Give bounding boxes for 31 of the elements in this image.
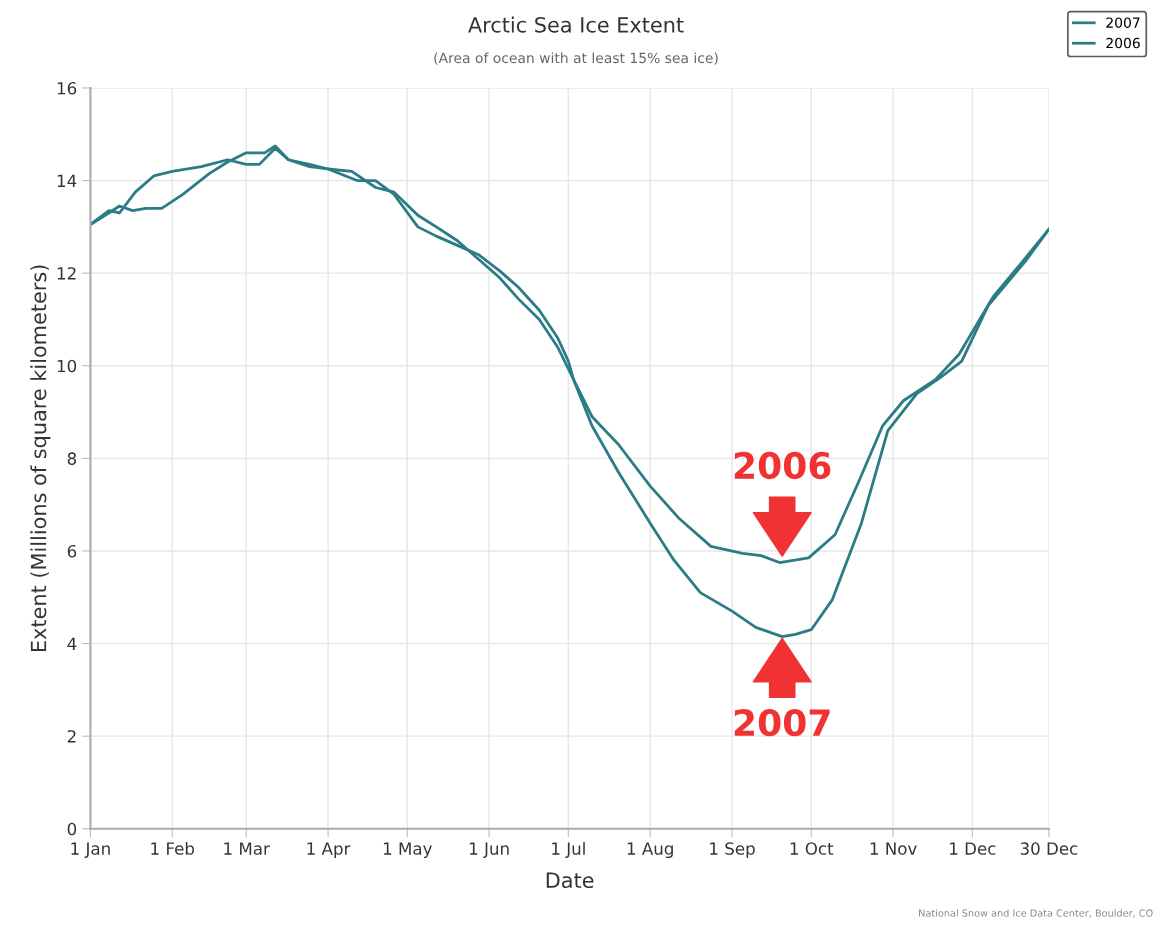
x-tick-label: 1 Nov bbox=[870, 842, 917, 855]
legend-label: 2007 bbox=[1106, 17, 1140, 28]
legend-label: 2006 bbox=[1106, 37, 1140, 49]
x-axis-title: Date bbox=[546, 872, 594, 889]
chart-title: Arctic Sea Ice Extent bbox=[468, 16, 684, 33]
x-tick-label: 30 Dec bbox=[1020, 842, 1078, 855]
y-tick-label: 16 bbox=[57, 81, 77, 95]
y-tick-label: 2 bbox=[67, 730, 76, 743]
x-tick-label: 1 Oct bbox=[790, 842, 834, 855]
x-tick-label: 1 Jul bbox=[552, 841, 585, 858]
y-tick-label: 14 bbox=[57, 174, 77, 187]
y-axis-title: Extent (Millions of square kilometers) bbox=[30, 265, 51, 652]
y-tick-label: 6 bbox=[67, 544, 77, 558]
x-tick-label: 1 May bbox=[383, 842, 432, 859]
x-tick-label: 1 Mar bbox=[224, 842, 270, 855]
x-tick-label: 1 Jun bbox=[469, 842, 509, 858]
x-tick-label: 1 Feb bbox=[151, 841, 195, 855]
annotation: 2006 bbox=[734, 451, 831, 480]
text: National Snow and Ice Data Center, Boulder, CO bbox=[919, 909, 1153, 918]
y-tick-label: 8 bbox=[67, 452, 77, 465]
x-tick-label: 1 Dec bbox=[950, 842, 996, 855]
y-tick-label: 0 bbox=[67, 822, 77, 836]
x-tick-label: 1 Apr bbox=[307, 842, 351, 859]
chart-subtitle: (Area of ocean with at least 15% sea ice) bbox=[434, 52, 718, 65]
y-tick-label: 12 bbox=[57, 267, 76, 280]
y-tick-label: 10 bbox=[57, 359, 77, 373]
x-tick-label: 1 Jan bbox=[71, 842, 110, 858]
x-tick-label: 1 Aug bbox=[627, 842, 673, 859]
annotation: 2007 bbox=[734, 709, 830, 737]
x-tick-label: 1 Sep bbox=[710, 842, 755, 859]
y-tick-label: 4 bbox=[67, 637, 77, 650]
